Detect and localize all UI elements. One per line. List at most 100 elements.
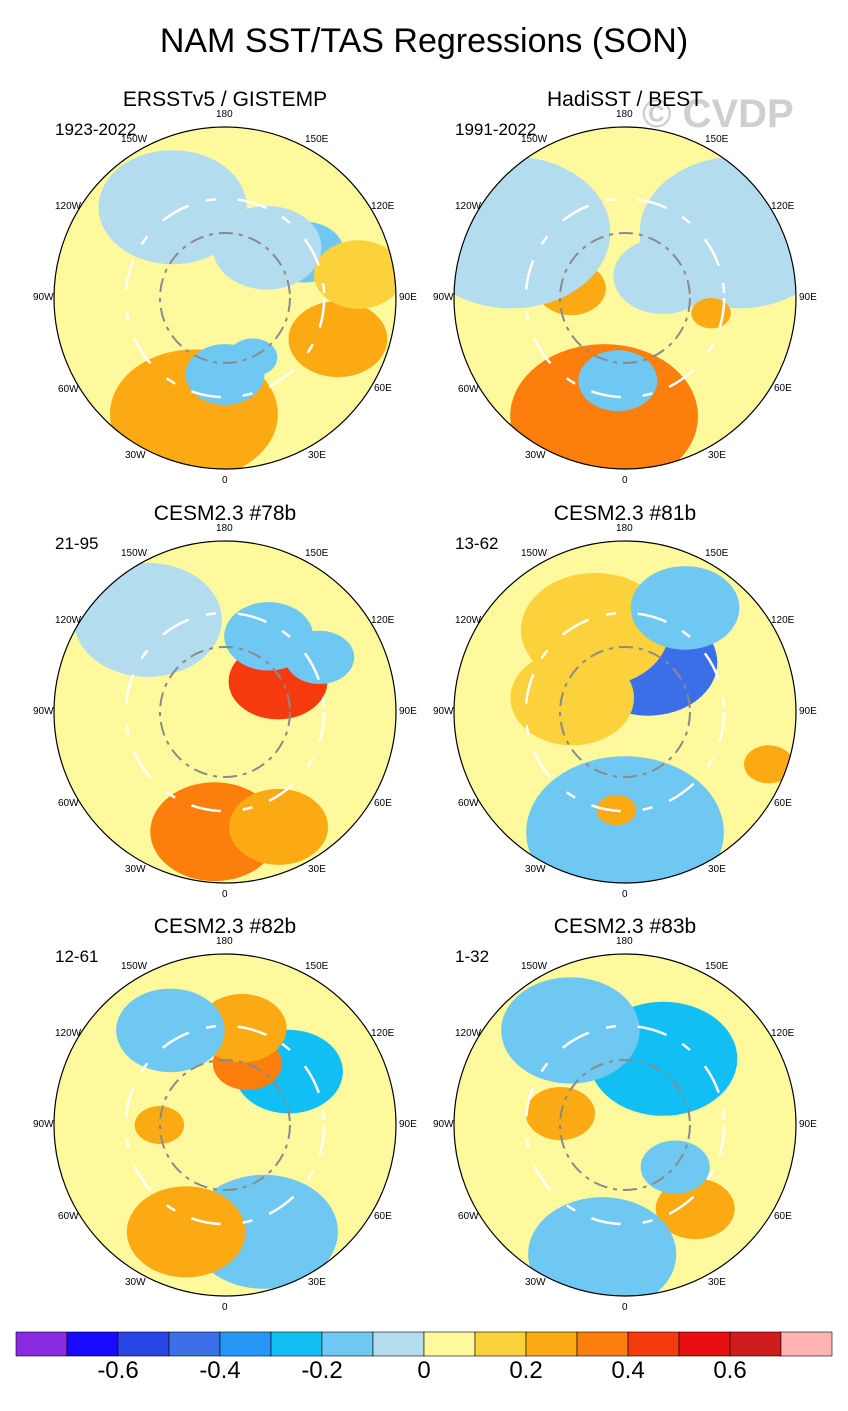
colorbar-swatch bbox=[15, 1331, 68, 1357]
longitude-label: 60W bbox=[458, 1211, 479, 1222]
longitude-label: 90W bbox=[33, 706, 54, 717]
polar-map-1 bbox=[53, 126, 397, 470]
polar-map-6 bbox=[453, 953, 797, 1297]
map-boundary bbox=[53, 953, 397, 1297]
longitude-label: 150W bbox=[121, 961, 148, 972]
panel-title: HadiSST / BEST bbox=[546, 88, 703, 111]
longitude-label: 0 bbox=[622, 475, 628, 486]
longitude-label: 150W bbox=[121, 548, 148, 559]
sea-ice-edge bbox=[124, 611, 326, 813]
longitude-label: 120E bbox=[771, 615, 795, 626]
longitude-label: 90W bbox=[33, 1119, 54, 1130]
colorbar-swatch bbox=[117, 1331, 170, 1357]
polar-map-2 bbox=[453, 126, 797, 470]
anomaly-region-7 bbox=[285, 630, 355, 685]
longitude-label: 60W bbox=[58, 798, 79, 809]
longitude-label: 30W bbox=[525, 864, 546, 875]
longitude-label: 30W bbox=[525, 1277, 546, 1288]
longitude-label: 60E bbox=[774, 383, 792, 394]
longitude-label: 0 bbox=[622, 1302, 628, 1313]
colorbar-swatch bbox=[66, 1331, 119, 1357]
colorbar-swatch bbox=[423, 1331, 476, 1357]
longitude-label: 120W bbox=[55, 615, 82, 626]
longitude-label: 150E bbox=[305, 548, 329, 559]
anomaly-region-6 bbox=[501, 977, 640, 1084]
panel-period: 1991-2022 bbox=[455, 120, 537, 139]
anomaly-region-7 bbox=[98, 150, 247, 265]
anomaly-region-7 bbox=[116, 988, 225, 1073]
colorbar-tick-label: -0.2 bbox=[301, 1357, 343, 1384]
anomaly-region-4 bbox=[229, 788, 328, 865]
longitude-label: 120E bbox=[371, 1028, 395, 1039]
longitude-label: 150W bbox=[521, 134, 548, 145]
sea-ice-edge bbox=[124, 197, 326, 399]
longitude-label: 30E bbox=[708, 450, 726, 461]
longitude-label: 90E bbox=[399, 706, 417, 717]
panel-title: ERSSTv5 / GISTEMP bbox=[122, 88, 328, 111]
colorbar-swatch bbox=[780, 1331, 833, 1357]
longitude-label: 30E bbox=[708, 1277, 726, 1288]
colorbar-swatch bbox=[270, 1331, 323, 1357]
longitude-label: 60E bbox=[374, 798, 392, 809]
longitude-label: 120W bbox=[455, 201, 482, 212]
longitude-label: 120W bbox=[55, 1028, 82, 1039]
longitude-label: 0 bbox=[622, 889, 628, 900]
longitude-label: 180 bbox=[216, 936, 233, 947]
coastline bbox=[559, 232, 691, 364]
anomaly-region-3 bbox=[526, 756, 724, 883]
colorbar-tick-label: 0.4 bbox=[611, 1357, 645, 1384]
anomaly-region-9 bbox=[313, 240, 396, 309]
longitude-label: 180 bbox=[216, 109, 233, 120]
colorbar-swatch bbox=[525, 1331, 578, 1357]
colorbar-swatch bbox=[627, 1331, 680, 1357]
sea-ice-edge bbox=[524, 197, 726, 399]
longitude-label: 150W bbox=[121, 134, 148, 145]
anomaly-region-8 bbox=[288, 301, 388, 378]
longitude-label: 150E bbox=[705, 961, 729, 972]
colorbar-swatch bbox=[219, 1331, 272, 1357]
colorbar-swatch bbox=[372, 1331, 425, 1357]
coastline bbox=[559, 1059, 691, 1191]
anomaly-region-6 bbox=[126, 1186, 246, 1278]
colorbar-swatch bbox=[474, 1331, 527, 1357]
longitude-label: 150E bbox=[705, 548, 729, 559]
longitude-label: 180 bbox=[616, 523, 633, 534]
panel-title: CESM2.3 #78b bbox=[153, 502, 297, 525]
panel-title: CESM2.3 #81b bbox=[553, 502, 697, 525]
longitude-label: 90E bbox=[799, 1119, 817, 1130]
longitude-label: 60E bbox=[774, 1211, 792, 1222]
colorbar-swatch bbox=[168, 1331, 221, 1357]
longitude-label: 90W bbox=[433, 706, 454, 717]
colorbar-tick-label: 0.6 bbox=[713, 1357, 747, 1384]
longitude-label: 120E bbox=[771, 1028, 795, 1039]
longitude-label: 30E bbox=[308, 864, 326, 875]
map-boundary bbox=[53, 540, 397, 884]
colorbar-swatch bbox=[729, 1331, 782, 1357]
colorbar-swatch bbox=[678, 1331, 731, 1357]
longitude-label: 120W bbox=[455, 615, 482, 626]
coastline bbox=[159, 1059, 291, 1191]
polar-map-5 bbox=[53, 953, 397, 1297]
longitude-label: 30E bbox=[708, 864, 726, 875]
polar-map-4 bbox=[453, 540, 797, 884]
cvdp-watermark: © CVDP bbox=[642, 92, 794, 136]
longitude-label: 30W bbox=[125, 1277, 146, 1288]
sea-ice-edge bbox=[524, 1024, 726, 1226]
anomaly-region-6 bbox=[454, 156, 611, 309]
longitude-label: 90W bbox=[433, 1119, 454, 1130]
longitude-label: 0 bbox=[222, 475, 228, 486]
longitude-label: 120E bbox=[371, 615, 395, 626]
longitude-label: 0 bbox=[222, 889, 228, 900]
longitude-label: 60W bbox=[458, 384, 479, 395]
anomaly-region-7 bbox=[613, 238, 713, 315]
anomaly-region-7 bbox=[630, 566, 740, 650]
anomaly-region-8 bbox=[510, 650, 634, 746]
panel-period: 12-61 bbox=[55, 947, 99, 966]
panel-period: 21-95 bbox=[55, 534, 99, 553]
colorbar-swatch bbox=[576, 1331, 629, 1357]
longitude-label: 120E bbox=[371, 201, 395, 212]
longitude-label: 30W bbox=[525, 450, 546, 461]
colorbar bbox=[15, 1331, 833, 1357]
longitude-label: 30E bbox=[308, 450, 326, 461]
